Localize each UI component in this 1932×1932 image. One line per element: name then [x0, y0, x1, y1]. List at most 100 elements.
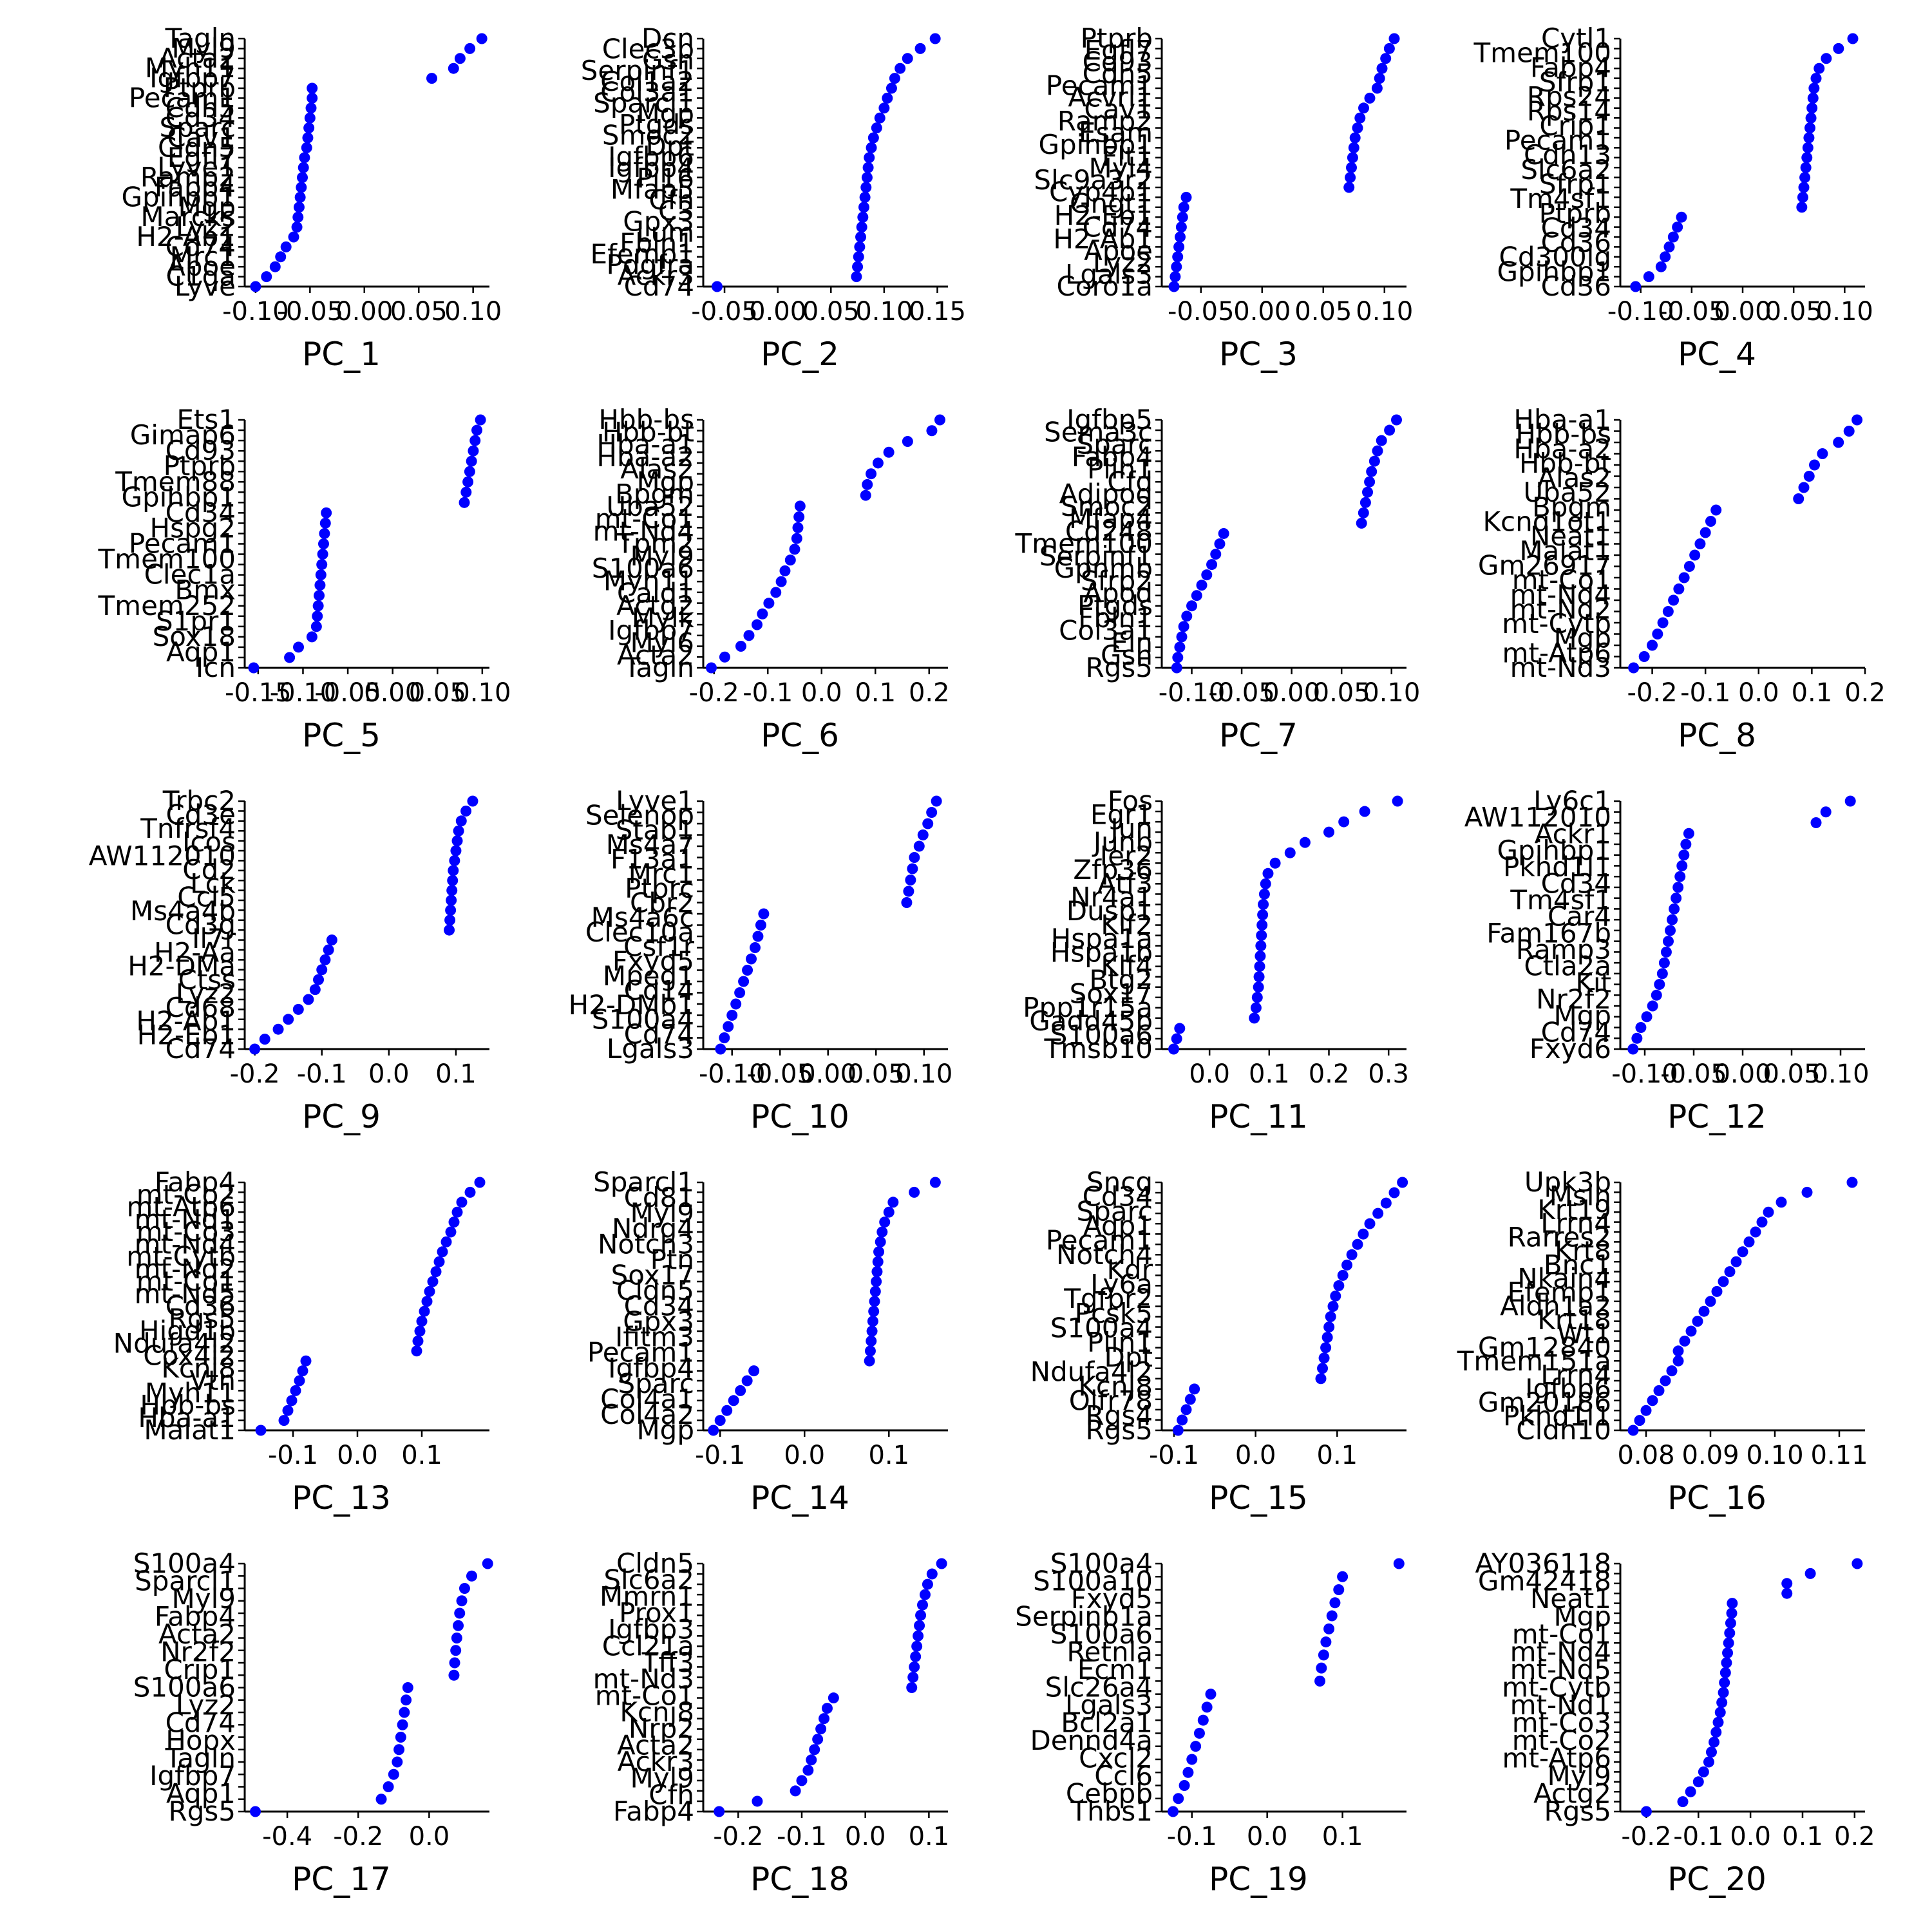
- x-axis-title: PC_17: [292, 1861, 391, 1898]
- gene-label: Jun: [1108, 813, 1153, 844]
- loading-point: [922, 1578, 933, 1590]
- loading-point: [1821, 53, 1832, 64]
- loading-point: [1372, 1208, 1384, 1219]
- gene-label: Dusp1: [1066, 895, 1153, 927]
- loading-point: [1750, 1226, 1761, 1238]
- loading-point: [929, 33, 941, 44]
- loading-point: [734, 987, 746, 998]
- gene-label: Msln: [1549, 1180, 1611, 1211]
- gene-label: Cd74: [166, 231, 236, 262]
- x-tick-label: -0.1: [743, 678, 793, 708]
- loading-point: [275, 251, 287, 263]
- loading-point: [1689, 549, 1701, 561]
- loading-point: [755, 920, 766, 931]
- x-tick-label: 0.00: [364, 678, 421, 708]
- x-tick-label: 0.05: [848, 1059, 905, 1089]
- loading-point: [471, 424, 483, 436]
- gene-label: Cd68: [166, 992, 236, 1023]
- gene-label: Dpt: [646, 130, 694, 162]
- gene-label: H2-DMa: [128, 951, 236, 982]
- loading-point: [272, 1023, 284, 1035]
- panel-pc-14: Sparcl1Cd81Myl9Ndrg4Notch3PtnSox17Cldn5C…: [587, 1166, 948, 1517]
- loading-point: [293, 202, 305, 213]
- loading-point: [1810, 73, 1822, 84]
- loading-point: [1171, 261, 1182, 272]
- x-tick-label: 0.00: [799, 1059, 857, 1089]
- loading-point: [1630, 281, 1642, 292]
- loading-point: [907, 1671, 919, 1683]
- loading-point: [1358, 102, 1369, 114]
- gene-label: Lyz2: [1093, 247, 1153, 278]
- loading-point: [1255, 940, 1267, 952]
- loading-point: [464, 43, 476, 54]
- gene-label: Krt19: [1537, 1194, 1611, 1226]
- loading-point: [459, 497, 470, 508]
- loading-point: [1201, 1701, 1213, 1713]
- gene-label: Fxyd6: [1530, 1033, 1611, 1065]
- loading-point: [882, 92, 893, 104]
- loading-point: [1255, 951, 1266, 962]
- loading-point: [1692, 1776, 1704, 1788]
- loading-point: [1719, 1677, 1730, 1689]
- x-tick-label: 0.00: [1714, 1059, 1771, 1089]
- x-tick-label: 0.1: [1322, 1822, 1363, 1852]
- gene-label: Gsn: [642, 44, 694, 75]
- gene-label: Igfbp7: [149, 62, 236, 94]
- gene-label: Hba-a2: [1513, 433, 1611, 464]
- loading-point: [905, 875, 916, 886]
- gene-label: Alas2: [1537, 462, 1611, 494]
- gene-label: Retnla: [1066, 1636, 1153, 1668]
- loading-point: [874, 112, 886, 124]
- x-axis-title: PC_12: [1667, 1098, 1766, 1135]
- gene-label: Lgals3: [1065, 1689, 1153, 1721]
- gene-label: Ctss: [178, 964, 236, 996]
- loading-point: [1364, 92, 1376, 104]
- loading-point: [1174, 641, 1186, 653]
- gene-label: Hbb-bs: [598, 404, 694, 435]
- loading-point: [451, 1206, 463, 1218]
- panel-pc-1: TaglnMyl9Acta2Myh11Igfbp7PtprbPecam1Cdh5…: [121, 23, 502, 373]
- loading-point: [283, 1014, 294, 1025]
- loading-point: [292, 211, 304, 223]
- panel-pc-19: S100a4S100a10Fxyd5Serpinb1aS100a6RetnlaE…: [1015, 1548, 1406, 1898]
- gene-label: Egfl7: [167, 142, 236, 173]
- gene-label: Gpihbp1: [1497, 835, 1611, 866]
- gene-label: Cd34: [1541, 867, 1611, 899]
- loading-point: [296, 182, 307, 193]
- loading-point: [857, 211, 869, 223]
- gene-label: Crip1: [1539, 110, 1611, 142]
- x-axis-title: PC_3: [1219, 336, 1298, 373]
- gene-label: Ptprb: [164, 72, 236, 104]
- gene-label: Ramp3: [1516, 934, 1611, 965]
- loading-point: [914, 43, 926, 54]
- loading-point: [792, 522, 804, 533]
- loading-point: [310, 621, 322, 632]
- loading-point: [448, 1217, 460, 1228]
- loading-point: [305, 102, 317, 114]
- gene-label: mt-Nd2: [1510, 593, 1611, 625]
- loading-point: [909, 1186, 920, 1198]
- gene-label: Myl4: [1089, 153, 1153, 184]
- gene-label: Col4a2: [600, 1399, 694, 1430]
- loading-point: [316, 964, 328, 976]
- x-tick-label: 0.1: [1782, 1822, 1823, 1852]
- loading-point: [249, 1043, 261, 1055]
- loading-point: [1798, 482, 1810, 493]
- x-tick-label: 0.0: [409, 1822, 450, 1852]
- gene-label: Ptprb: [1081, 23, 1153, 54]
- loading-point: [317, 549, 328, 560]
- x-axis-title: PC_8: [1678, 717, 1756, 754]
- loading-point: [291, 222, 303, 233]
- loading-point: [1388, 33, 1400, 44]
- gene-label: mt-Nd5: [135, 1278, 236, 1309]
- gene-label: Ecm1: [1077, 1654, 1153, 1685]
- gene-label: Fabp4: [155, 1601, 236, 1633]
- loading-point: [411, 1345, 422, 1357]
- loading-point: [860, 182, 872, 193]
- x-tick-label: 0.1: [855, 678, 896, 708]
- gene-label: Acvrl1: [1068, 82, 1153, 113]
- panel-pc-13: Fabp4mt-Co2mt-Atp6mt-Nd1mt-Co3mt-Nd4mt-C…: [113, 1166, 489, 1517]
- loading-point: [312, 611, 323, 622]
- loading-point: [828, 1692, 839, 1704]
- gene-label: Ppp1r15a: [1023, 992, 1153, 1023]
